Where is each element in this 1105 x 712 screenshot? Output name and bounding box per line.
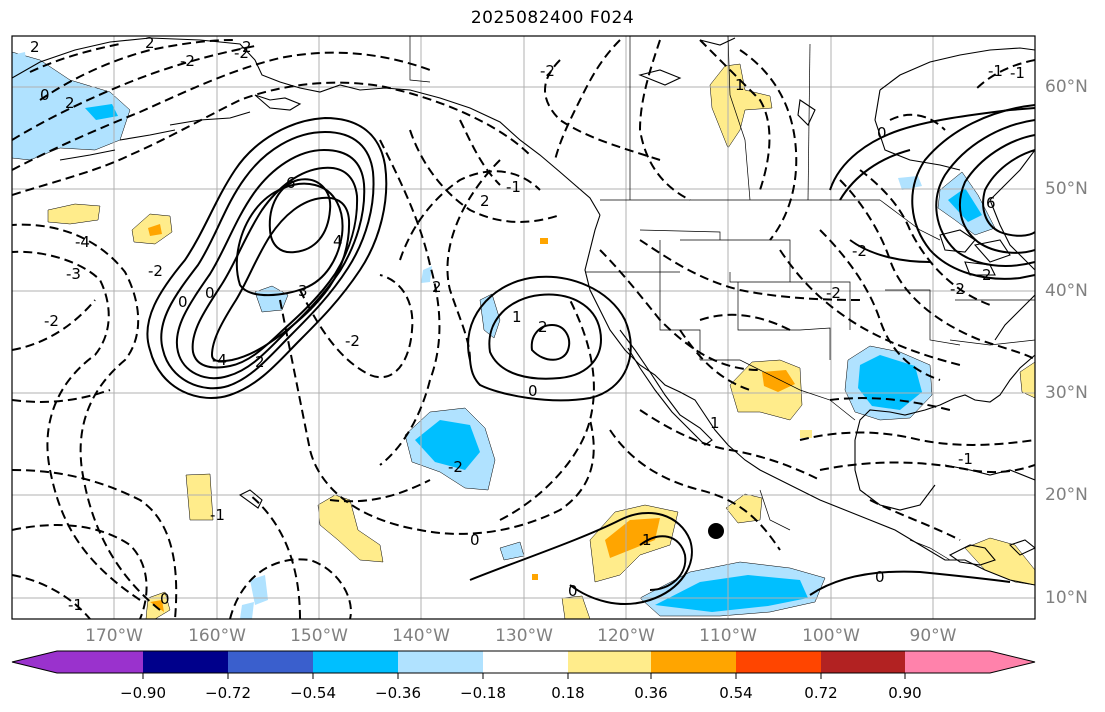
negative-anomaly-shading: [12, 51, 996, 619]
contour-label: 0: [568, 582, 578, 600]
contour-label: 6: [286, 174, 296, 192]
graticule: [12, 36, 1035, 619]
contour-labels: 2 0 2 -2 -2 2 2 -2 -4 0 6 4 3 2 0 -4 -3 …: [30, 34, 1025, 614]
lon-label: 170°W: [85, 626, 143, 646]
contour-label: 0: [178, 293, 188, 311]
colorbar-segment: [483, 651, 568, 673]
map-border: [11, 35, 1036, 620]
colorbar-tick-label: −0.18: [460, 684, 506, 702]
contour-label: -2: [950, 280, 965, 298]
contour-label: -1: [506, 178, 521, 196]
contour-label: 0: [875, 568, 885, 586]
coastlines: [12, 37, 1035, 586]
colorbar-segment: [12, 651, 143, 673]
contour-label: 0: [877, 124, 887, 142]
contour-label: 2: [982, 266, 992, 284]
lon-label: 100°W: [802, 626, 860, 646]
colorbar-tick-label: 0.90: [888, 684, 922, 702]
lon-label: 120°W: [597, 626, 655, 646]
contour-label: 2: [480, 192, 490, 210]
colorbar-segment: [568, 651, 651, 673]
colorbar-segment: [228, 651, 313, 673]
lat-label: 30°N: [1045, 383, 1088, 403]
colorbar-tick-label: 0.72: [804, 684, 838, 702]
colorbar-tick-label: 0.36: [634, 684, 668, 702]
colorbar-segment: [651, 651, 736, 673]
lon-label: 150°W: [290, 626, 348, 646]
contour-label: 1: [710, 414, 720, 432]
colorbar: [11, 650, 1036, 679]
contour-label: -1: [988, 62, 1003, 80]
lon-label: 130°W: [495, 626, 553, 646]
contour-label: -1: [210, 506, 225, 524]
colorbar-tick-label: −0.36: [375, 684, 421, 702]
chart-title: 2025082400 F024: [470, 8, 635, 28]
contour-label: 2: [255, 353, 265, 371]
contour-label: -2: [234, 44, 249, 62]
contour-label: -1: [68, 596, 83, 614]
colorbar-segment: [313, 651, 398, 673]
contour-label: -2: [826, 284, 841, 302]
contour-label: 3: [298, 282, 308, 300]
contour-label: -2: [852, 242, 867, 260]
contour-label: 0: [160, 590, 170, 608]
contour-label: -4: [75, 233, 90, 251]
negative-contours: [12, 39, 1035, 619]
contour-label: -1: [958, 450, 973, 468]
contour-label: 2: [145, 34, 155, 52]
contour-label: -1: [1010, 64, 1025, 82]
contour-label: 2: [538, 318, 548, 336]
contour-label: -4: [212, 351, 227, 369]
contour-label: -2: [448, 458, 463, 476]
contour-label: -3: [66, 265, 81, 283]
contour-label: -2: [180, 52, 195, 70]
contour-label: 0: [528, 382, 538, 400]
contour-label: -2: [540, 62, 555, 80]
contour-label: 0: [470, 531, 480, 549]
lat-label: 60°N: [1045, 77, 1088, 97]
contour-label: 2: [242, 38, 252, 56]
contour-label: -2: [345, 332, 360, 350]
colorbar-segment: [905, 651, 1035, 673]
lon-label: 140°W: [392, 626, 450, 646]
lat-label: 10°N: [1045, 588, 1088, 608]
contour-label: 1: [735, 76, 745, 94]
lon-label: 90°W: [909, 626, 957, 646]
contour-label: 1: [642, 531, 652, 549]
contour-label: -2: [44, 312, 59, 330]
colorbar-tick-label: −0.72: [205, 684, 251, 702]
contour-label: 2: [432, 278, 442, 296]
lat-label: 50°N: [1045, 179, 1088, 199]
contour-label: 0: [205, 284, 215, 302]
contour-label: 4: [333, 232, 343, 250]
contour-label: -2: [148, 262, 163, 280]
contour-label: 6: [986, 194, 996, 212]
positive-contours: [146, 104, 1035, 606]
colorbar-segment: [398, 651, 483, 673]
colorbar-segment: [821, 651, 905, 673]
colorbar-tick-label: −0.54: [290, 684, 336, 702]
colorbar-segment: [736, 651, 821, 673]
colorbar-segment: [143, 651, 228, 673]
colorbar-tick-label: 0.54: [719, 684, 753, 702]
contour-label: 0: [40, 86, 50, 104]
lon-label: 110°W: [699, 626, 757, 646]
colorbar-tick-label: 0.18: [551, 684, 585, 702]
location-marker: [708, 523, 724, 539]
lon-label: 160°W: [188, 626, 246, 646]
colorbar-tick-label: −0.90: [120, 684, 166, 702]
lat-label: 20°N: [1045, 485, 1088, 505]
positive-anomaly-shading: [47, 63, 1035, 619]
contour-label: 2: [65, 94, 75, 112]
lat-label: 40°N: [1045, 281, 1088, 301]
contour-label: 1: [512, 308, 522, 326]
contour-label: 2: [30, 38, 40, 56]
